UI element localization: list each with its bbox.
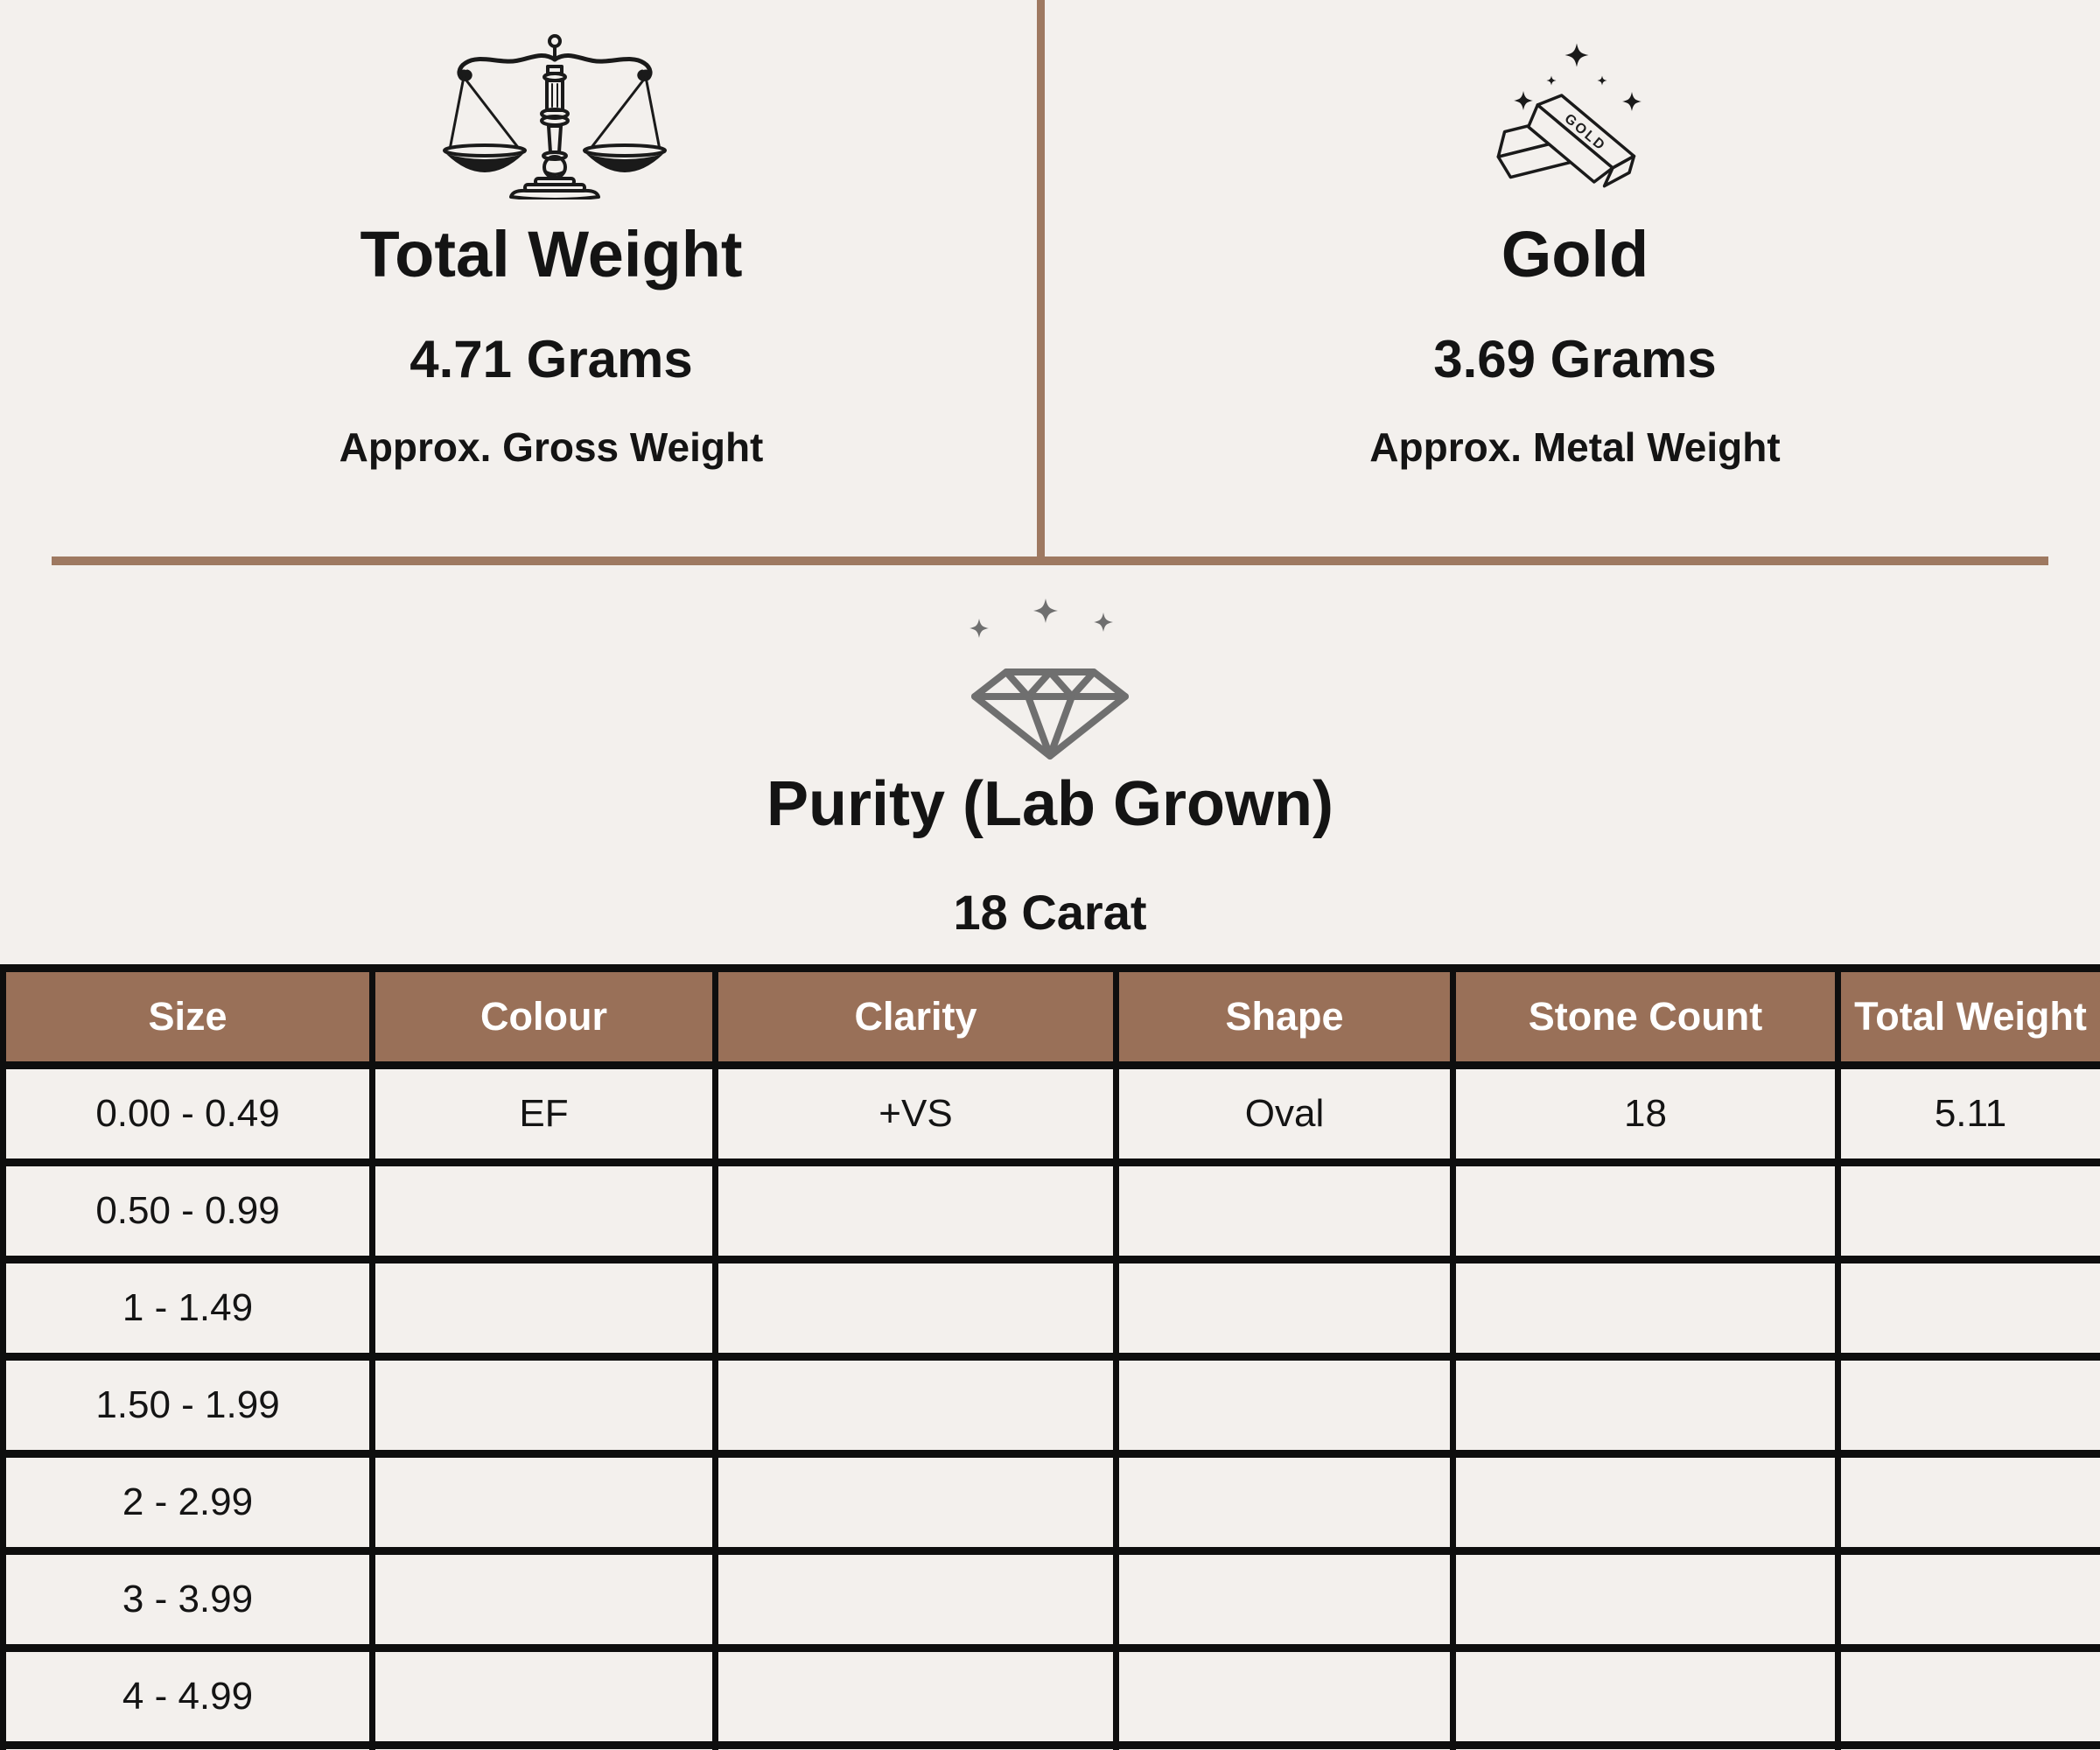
table-cell <box>712 1450 1119 1555</box>
col-header-stone-count: Stone Count <box>1450 964 1841 1069</box>
table-cell: Oval <box>1113 1061 1456 1166</box>
table-cell <box>1113 1547 1456 1652</box>
table-row: 4 - 4.99 <box>0 1644 2100 1749</box>
table-cell: 5 - 5.99 <box>0 1741 375 1750</box>
vertical-divider <box>1037 0 1045 565</box>
table-cell: 0.50 - 0.99 <box>0 1158 375 1264</box>
table-cell <box>1835 1353 2100 1458</box>
table-cell: 1 - 1.49 <box>0 1256 375 1361</box>
table-cell: 0.00 - 0.49 <box>0 1061 375 1166</box>
table-row: 3 - 3.99 <box>0 1547 2100 1652</box>
col-header-shape: Shape <box>1113 964 1456 1069</box>
table-cell: 2 - 2.99 <box>0 1450 375 1555</box>
total-weight-caption: Approx. Gross Weight <box>339 424 764 470</box>
total-weight-value: 4.71 Grams <box>410 330 693 388</box>
table-cell <box>1113 1256 1456 1361</box>
stone-spec-table: Size Colour Clarity Shape Stone Count To… <box>0 964 2100 1750</box>
table-cell <box>1450 1547 1841 1652</box>
table-header-row: Size Colour Clarity Shape Stone Count To… <box>0 964 2100 1069</box>
table-cell <box>1450 1158 1841 1264</box>
table-cell <box>712 1644 1119 1749</box>
table-cell <box>1835 1158 2100 1264</box>
table-cell: EF <box>369 1061 718 1166</box>
table-cell <box>1113 1450 1456 1555</box>
table-cell <box>1835 1547 2100 1652</box>
col-header-total-weight: Total Weight <box>1835 964 2100 1069</box>
table-cell <box>712 1547 1119 1652</box>
table-cell <box>1450 1644 1841 1749</box>
table-cell <box>369 1256 718 1361</box>
col-header-colour: Colour <box>369 964 718 1069</box>
table-cell <box>1113 1353 1456 1458</box>
table-cell: +VS <box>712 1061 1119 1166</box>
table-cell <box>1835 1256 2100 1361</box>
horizontal-divider <box>52 556 2048 565</box>
table-cell <box>369 1741 718 1750</box>
table-cell <box>1450 1256 1841 1361</box>
gold-value: 3.69 Grams <box>1433 330 1717 388</box>
table-row: 2 - 2.99 <box>0 1450 2100 1555</box>
col-header-size: Size <box>0 964 375 1069</box>
table-cell <box>369 1158 718 1264</box>
table-row: 0.00 - 0.49 EF +VS Oval 18 5.11 <box>0 1061 2100 1166</box>
purity-title: Purity (Lab Grown) <box>766 769 1334 839</box>
diamond-icon <box>970 598 1129 760</box>
table-cell <box>712 1353 1119 1458</box>
table-cell <box>369 1450 718 1555</box>
table-cell <box>712 1158 1119 1264</box>
table-cell <box>1835 1450 2100 1555</box>
table-cell <box>1113 1741 1456 1750</box>
table-cell <box>369 1644 718 1749</box>
table-cell: 3 - 3.99 <box>0 1547 375 1652</box>
balance-scale-icon <box>443 34 667 200</box>
diamond-sparkles <box>970 598 1113 638</box>
table-cell <box>1450 1450 1841 1555</box>
sparkle-stars <box>1514 43 1642 111</box>
table-cell: 4 - 4.99 <box>0 1644 375 1749</box>
table-cell: 5.11 <box>1835 1061 2100 1166</box>
table-cell <box>1450 1741 1841 1750</box>
purity-subtitle: 18 Carat <box>953 885 1147 940</box>
table-cell <box>712 1256 1119 1361</box>
table-cell <box>1113 1158 1456 1264</box>
table-cell <box>1113 1644 1456 1749</box>
table-cell: 18 <box>1450 1061 1841 1166</box>
table-cell: 1.50 - 1.99 <box>0 1353 375 1458</box>
table-cell <box>369 1547 718 1652</box>
gold-caption: Approx. Metal Weight <box>1369 424 1781 470</box>
table-row: 0.50 - 0.99 <box>0 1158 2100 1264</box>
table-cell <box>712 1741 1119 1750</box>
spec-table-body: 0.00 - 0.49 EF +VS Oval 18 5.11 0.50 - 0.99 1 -… <box>0 1061 2100 1750</box>
gold-bars-icon: GOLD <box>1496 43 1642 188</box>
table-cell <box>1835 1741 2100 1750</box>
table-row: 5 - 5.99 <box>0 1741 2100 1750</box>
table-cell <box>1835 1644 2100 1749</box>
total-weight-title: Total Weight <box>360 218 743 290</box>
table-row: 1 - 1.49 <box>0 1256 2100 1361</box>
col-header-clarity: Clarity <box>712 964 1119 1069</box>
table-row: 1.50 - 1.99 <box>0 1353 2100 1458</box>
gold-title: Gold <box>1501 218 1649 290</box>
table-cell <box>1450 1353 1841 1458</box>
table-cell <box>369 1353 718 1458</box>
